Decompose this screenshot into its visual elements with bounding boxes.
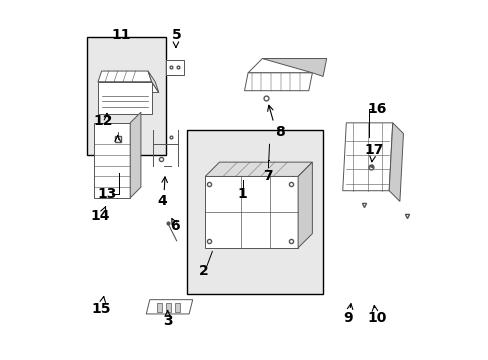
- Polygon shape: [262, 59, 326, 76]
- Polygon shape: [298, 162, 312, 248]
- Polygon shape: [146, 300, 192, 314]
- Bar: [175, 303, 180, 312]
- Polygon shape: [205, 176, 298, 248]
- Text: 8: 8: [274, 125, 284, 139]
- Text: 6: 6: [170, 220, 179, 233]
- Text: 1: 1: [237, 187, 247, 201]
- Text: 10: 10: [366, 311, 386, 324]
- Polygon shape: [98, 71, 151, 82]
- Polygon shape: [205, 162, 312, 176]
- Text: 2: 2: [198, 264, 208, 278]
- Text: 5: 5: [171, 28, 181, 42]
- Polygon shape: [94, 123, 130, 198]
- Text: 3: 3: [163, 314, 172, 328]
- Bar: [87, 37, 165, 155]
- Bar: [165, 60, 183, 75]
- Bar: [187, 130, 323, 294]
- Bar: [157, 303, 162, 312]
- Polygon shape: [130, 112, 141, 198]
- Polygon shape: [247, 59, 326, 73]
- Polygon shape: [342, 123, 392, 191]
- Polygon shape: [148, 71, 159, 93]
- Text: 13: 13: [97, 187, 117, 201]
- Polygon shape: [98, 82, 151, 114]
- Bar: [165, 303, 171, 312]
- Text: 17: 17: [364, 143, 383, 157]
- Text: 15: 15: [91, 302, 110, 316]
- Text: 7: 7: [263, 170, 272, 184]
- Text: 4: 4: [157, 194, 167, 208]
- Polygon shape: [98, 82, 159, 93]
- Text: 16: 16: [367, 102, 386, 116]
- Polygon shape: [388, 123, 403, 202]
- Text: 12: 12: [94, 114, 113, 128]
- Text: 14: 14: [90, 209, 109, 223]
- Text: 9: 9: [343, 311, 352, 324]
- Text: 11: 11: [111, 28, 131, 42]
- Polygon shape: [244, 73, 312, 91]
